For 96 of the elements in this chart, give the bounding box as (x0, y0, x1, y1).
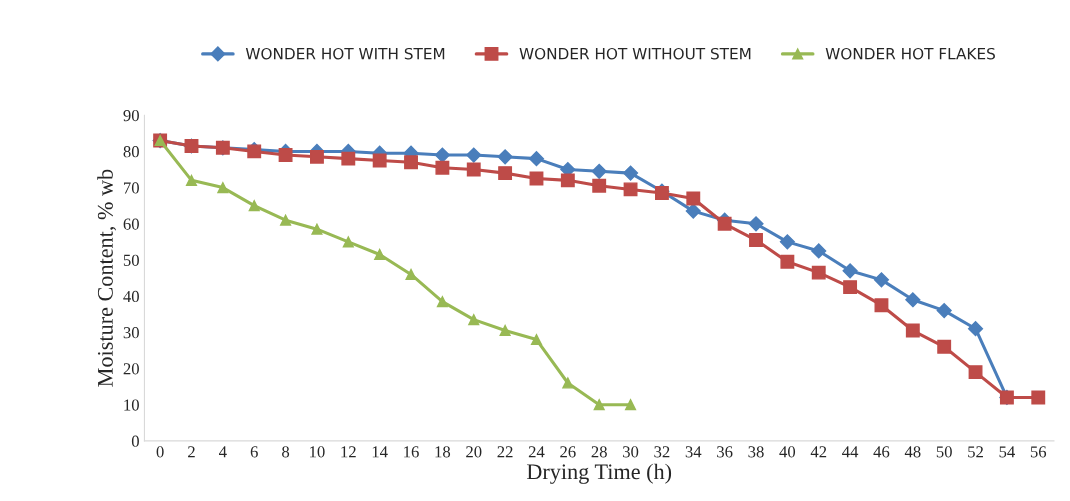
point (185, 174, 198, 186)
point (843, 280, 858, 295)
point (466, 162, 481, 177)
legend-label: WONDER HOT WITHOUT STEM (519, 47, 751, 60)
point (811, 243, 827, 259)
point (341, 151, 356, 166)
x-tick-label: 52 (968, 446, 983, 458)
y-tick-label: 10 (124, 399, 139, 411)
point (528, 151, 545, 167)
point (780, 254, 795, 269)
point (842, 263, 858, 279)
point (593, 399, 605, 411)
point (592, 178, 607, 193)
point (873, 272, 890, 288)
x-tick-label: 50 (936, 446, 952, 458)
x-tick-label: 0 (156, 446, 164, 458)
y-tick-label: 90 (123, 109, 139, 122)
point (1031, 390, 1046, 405)
point (936, 303, 952, 319)
point (811, 265, 826, 280)
x-tick-label: 12 (341, 446, 356, 458)
x-tick-label: 4 (219, 446, 227, 458)
point (874, 298, 889, 313)
x-tick-label: 24 (528, 446, 545, 458)
x-tick-label: 14 (372, 446, 388, 458)
point (497, 149, 513, 165)
point (562, 377, 574, 389)
point (280, 214, 292, 226)
point (749, 233, 763, 248)
point (967, 321, 984, 337)
x-tick-label: 2 (188, 446, 195, 458)
point (217, 182, 229, 194)
point (622, 165, 639, 181)
x-tick-label: 34 (685, 446, 702, 458)
point (248, 200, 260, 212)
x-tick-label: 18 (435, 446, 451, 458)
y-axis-title: Moisture Content, % wb (97, 169, 117, 387)
legend-label: WONDER HOT FLAKES (825, 47, 995, 60)
point (278, 148, 293, 162)
x-tick-label: 56 (1030, 446, 1047, 458)
point (405, 268, 417, 280)
y-tick-label: 0 (131, 435, 139, 447)
x-tick-label: 26 (560, 446, 576, 458)
point (717, 216, 732, 231)
point (748, 216, 764, 232)
point (468, 314, 480, 326)
x-tick-label: 10 (310, 446, 325, 458)
point (530, 334, 543, 346)
y-tick-label: 60 (123, 218, 139, 230)
point (591, 163, 607, 179)
point (436, 296, 448, 308)
y-tick-label: 80 (123, 146, 139, 158)
y-tick-label: 20 (123, 363, 139, 375)
point (560, 173, 575, 188)
x-tick-label: 22 (497, 446, 513, 458)
point (686, 191, 701, 206)
point (685, 203, 701, 219)
x-tick-label: 40 (779, 446, 796, 458)
point (499, 324, 511, 337)
x-tick-label: 28 (591, 446, 607, 458)
point (435, 160, 450, 175)
x-tick-label: 32 (654, 446, 670, 458)
point (498, 166, 513, 181)
y-tick-label: 40 (123, 290, 139, 303)
x-tick-label: 16 (404, 446, 419, 458)
point (968, 365, 983, 380)
point (372, 153, 387, 168)
point (374, 248, 386, 261)
point (937, 339, 952, 354)
x-axis-title: Drying Time (h) (526, 463, 672, 484)
point (311, 223, 323, 235)
x-tick-label: 48 (904, 446, 921, 458)
x-tick-label: 46 (873, 446, 890, 458)
legend-label: WONDER HOT WITH STEM (245, 47, 445, 60)
x-tick-label: 6 (250, 446, 258, 458)
point (404, 155, 418, 170)
point (466, 147, 482, 163)
point (434, 147, 450, 163)
point (309, 149, 324, 164)
x-tick-label: 44 (842, 446, 859, 458)
x-tick-label: 54 (999, 446, 1015, 458)
x-tick-label: 30 (623, 446, 639, 458)
x-tick-label: 36 (717, 446, 733, 458)
point (905, 292, 921, 308)
x-tick-label: 20 (466, 446, 482, 458)
point (905, 323, 920, 338)
point (342, 236, 354, 248)
x-tick-label: 8 (282, 446, 290, 458)
point (623, 182, 638, 197)
y-tick-label: 70 (124, 182, 139, 194)
point (625, 399, 637, 411)
y-tick-label: 50 (123, 254, 139, 266)
x-tick-label: 38 (748, 446, 764, 458)
y-tick-label: 30 (123, 327, 139, 339)
x-tick-label: 42 (810, 446, 827, 458)
point (779, 234, 795, 250)
